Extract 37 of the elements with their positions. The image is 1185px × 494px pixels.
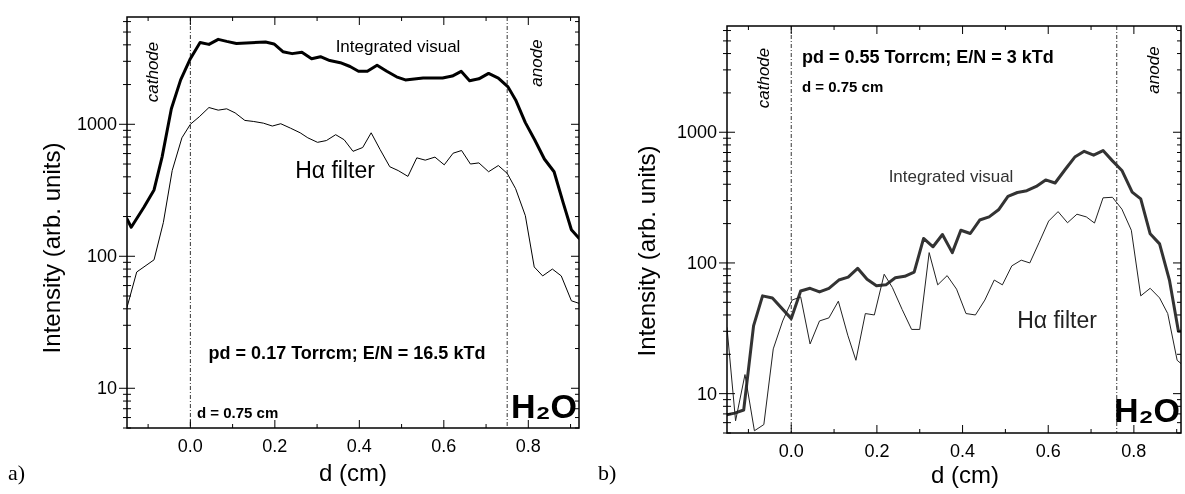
series-label: Hα filter: [295, 157, 376, 183]
annotation: pd = 0.17 Torrcm; E/N = 16.5 kTd: [208, 343, 486, 363]
series-label: Hα filter: [1017, 307, 1098, 333]
x-tick-label: 0.4: [950, 441, 976, 461]
annotation: pd = 0.55 Torrcm; E/N = 3 kTd: [802, 47, 1054, 67]
x-tick-label: 0.6: [431, 436, 457, 456]
text: b): [598, 460, 617, 485]
y-axis-title: Intensity (arb. units): [38, 142, 65, 354]
x-tick-label: 0.6: [1035, 441, 1061, 461]
annotation: anode: [526, 39, 546, 87]
x-axis-title: d (cm): [931, 461, 999, 488]
annotation: d = 0.75 cm: [802, 78, 884, 95]
series-label: Integrated visual: [888, 167, 1014, 186]
annotation: anode: [1143, 46, 1163, 94]
y-tick-label: 1000: [76, 114, 117, 135]
x-tick-label: 0.8: [1121, 441, 1147, 461]
y-tick-label: 1000: [676, 122, 717, 143]
y-tick-label: 10: [96, 378, 117, 399]
annotation: cathode: [142, 41, 162, 103]
text: a): [8, 460, 26, 485]
x-tick-label: 0.0: [778, 441, 804, 461]
x-tick-label: 0.4: [346, 436, 372, 456]
annotation: cathode: [753, 47, 773, 109]
y-tick-label: 100: [686, 252, 717, 273]
x-tick-label: 0.8: [515, 436, 541, 456]
x-tick-label: 0.2: [864, 441, 890, 461]
annotation: H₂O: [1113, 391, 1180, 429]
x-axis-title: d (cm): [319, 459, 387, 486]
y-tick-label: 100: [86, 246, 117, 267]
line-series: [727, 196, 1181, 432]
x-tick-label: 0.2: [262, 436, 288, 456]
y-axis-title: Intensity (arb. units): [633, 145, 660, 357]
legend-label: Integrated visual: [335, 37, 461, 56]
y-tick-label: 10: [696, 383, 717, 404]
x-tick-label: 0.0: [177, 436, 203, 456]
annotation: H₂O: [510, 387, 577, 425]
annotation: d = 0.75 cm: [197, 404, 279, 421]
